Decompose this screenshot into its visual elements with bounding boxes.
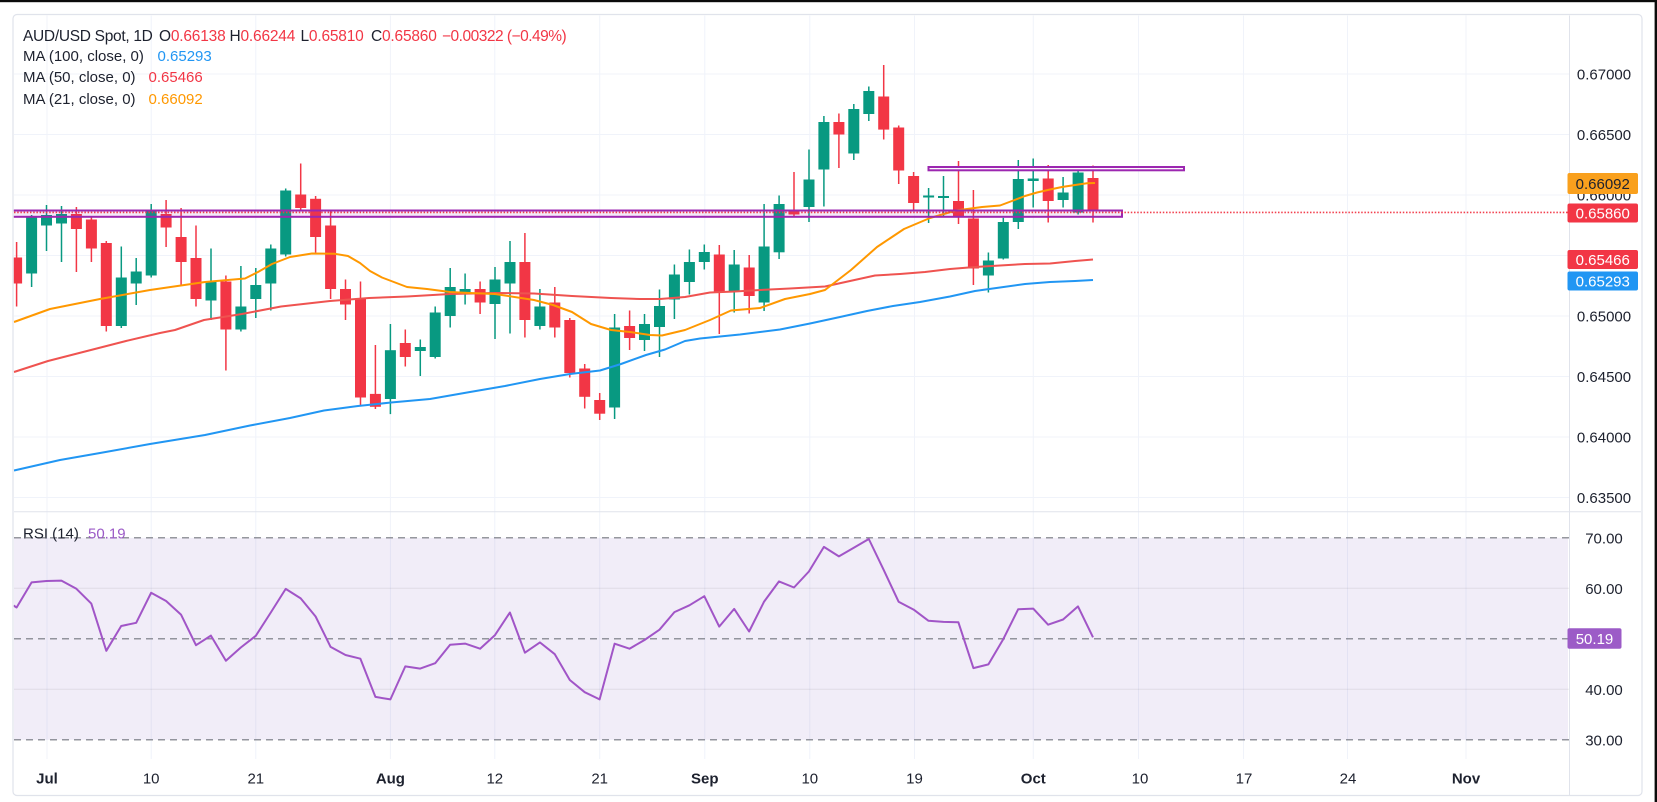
svg-text:30.00: 30.00	[1585, 732, 1623, 749]
svg-text:40.00: 40.00	[1585, 682, 1623, 699]
svg-text:0.67000: 0.67000	[1577, 67, 1631, 84]
svg-text:21: 21	[591, 771, 608, 788]
svg-text:RSI (14): RSI (14)	[23, 526, 79, 543]
svg-text:50.19: 50.19	[1576, 631, 1614, 648]
svg-text:0.66500: 0.66500	[1577, 127, 1631, 144]
svg-text:MA (21, close, 0): MA (21, close, 0)	[23, 91, 136, 108]
svg-text:0.65466: 0.65466	[149, 69, 203, 86]
svg-text:24: 24	[1340, 771, 1357, 788]
svg-text:0.64500: 0.64500	[1577, 369, 1631, 386]
svg-text:H0.66244: H0.66244	[230, 28, 296, 45]
svg-text:0.66092: 0.66092	[149, 91, 203, 108]
svg-text:10: 10	[801, 771, 818, 788]
svg-text:−0.00322 (−0.49%): −0.00322 (−0.49%)	[442, 28, 567, 45]
svg-text:0.65466: 0.65466	[1576, 252, 1630, 269]
svg-text:O0.66138: O0.66138	[159, 28, 226, 45]
svg-text:0.65000: 0.65000	[1577, 309, 1631, 326]
svg-text:10: 10	[1132, 771, 1149, 788]
svg-text:50.19: 50.19	[88, 526, 126, 543]
svg-text:AUD/USD Spot, 1D: AUD/USD Spot, 1D	[23, 28, 153, 45]
svg-text:70.00: 70.00	[1585, 530, 1623, 547]
svg-text:Sep: Sep	[691, 771, 719, 788]
svg-text:0.65293: 0.65293	[1576, 274, 1630, 291]
svg-text:17: 17	[1236, 771, 1253, 788]
svg-text:60.00: 60.00	[1585, 581, 1623, 598]
svg-text:MA (100, close, 0): MA (100, close, 0)	[23, 48, 144, 65]
svg-text:0.63500: 0.63500	[1577, 490, 1631, 507]
svg-text:Jul: Jul	[36, 771, 58, 788]
svg-text:0.65860: 0.65860	[1576, 206, 1630, 223]
svg-text:Aug: Aug	[376, 771, 405, 788]
svg-text:L0.65810: L0.65810	[301, 28, 365, 45]
svg-text:0.65293: 0.65293	[158, 48, 212, 65]
svg-text:12: 12	[486, 771, 503, 788]
svg-text:21: 21	[247, 771, 264, 788]
svg-text:10: 10	[143, 771, 160, 788]
svg-text:Nov: Nov	[1452, 771, 1481, 788]
svg-text:MA (50, close, 0): MA (50, close, 0)	[23, 69, 136, 86]
svg-text:Oct: Oct	[1021, 771, 1046, 788]
svg-text:0.64000: 0.64000	[1577, 430, 1631, 447]
svg-text:C0.65860: C0.65860	[371, 28, 437, 45]
svg-text:0.66092: 0.66092	[1576, 176, 1630, 193]
svg-text:19: 19	[906, 771, 923, 788]
